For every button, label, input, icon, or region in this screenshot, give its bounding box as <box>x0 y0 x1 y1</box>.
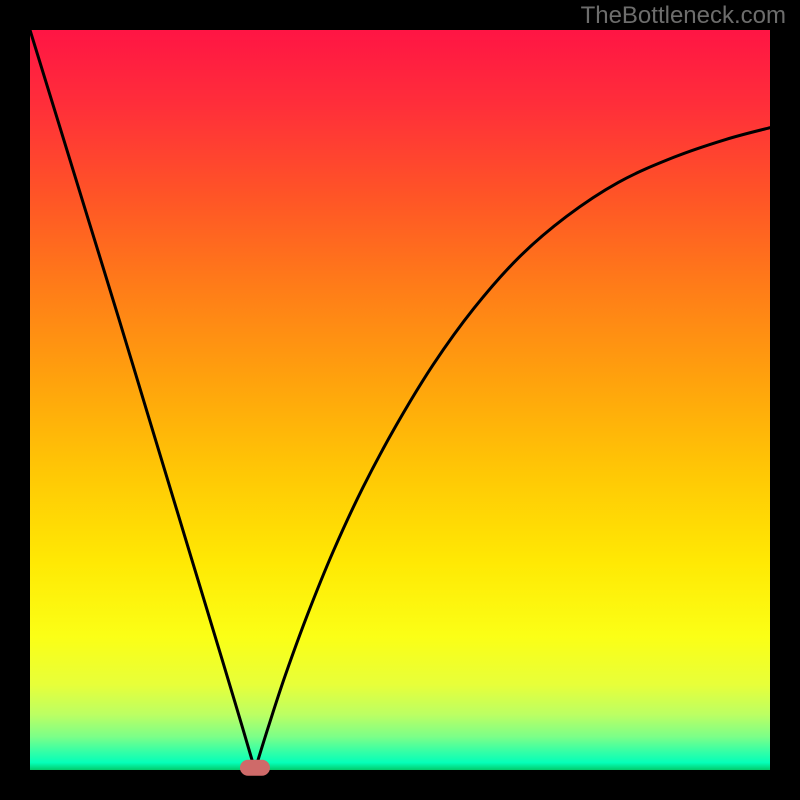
watermark-text: TheBottleneck.com <box>581 2 786 30</box>
chart-container: TheBottleneck.com <box>0 0 800 800</box>
chart-svg <box>0 0 800 800</box>
target-marker <box>240 760 270 776</box>
plot-area <box>30 30 770 770</box>
